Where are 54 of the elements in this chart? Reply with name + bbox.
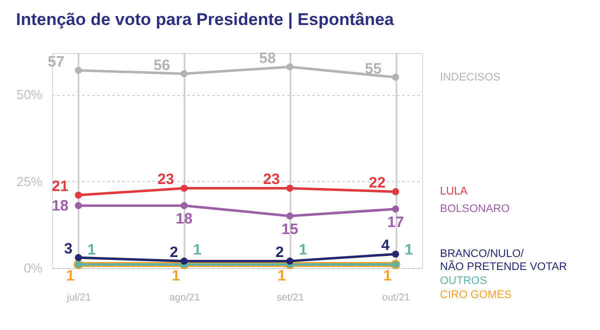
x-tick-label: jul/21 bbox=[66, 292, 92, 304]
point bbox=[180, 184, 188, 192]
text: LULA bbox=[440, 186, 468, 198]
data-label: 17 bbox=[387, 214, 404, 232]
point bbox=[180, 258, 188, 265]
data-label: 2 bbox=[276, 244, 284, 262]
data-label: 22 bbox=[368, 174, 386, 192]
point bbox=[392, 188, 400, 196]
point bbox=[392, 206, 400, 213]
y-tick-label: 50% bbox=[16, 87, 43, 102]
data-label: 23 bbox=[157, 171, 174, 188]
data-label: 23 bbox=[263, 171, 280, 188]
data-label: 1 bbox=[404, 242, 413, 259]
point bbox=[286, 184, 294, 192]
point bbox=[74, 254, 82, 262]
data-label: 2 bbox=[170, 244, 178, 262]
point bbox=[286, 63, 294, 70]
point bbox=[74, 202, 82, 210]
text: INDECISOS bbox=[440, 71, 501, 84]
data-label: 18 bbox=[52, 198, 68, 215]
point bbox=[180, 70, 188, 78]
point bbox=[74, 192, 82, 199]
data-label: 57 bbox=[48, 53, 64, 70]
data-label: 55 bbox=[364, 60, 382, 78]
x-tick-label: out/21 bbox=[382, 292, 410, 304]
text: BOLSONARO bbox=[440, 203, 510, 216]
data-label: 4 bbox=[381, 237, 390, 254]
data-label: 1 bbox=[172, 268, 180, 285]
data-label: 1 bbox=[383, 268, 392, 285]
point bbox=[74, 66, 82, 74]
data-label: 1 bbox=[66, 268, 74, 285]
data-label: 1 bbox=[87, 242, 96, 259]
y-tick-label: 25% bbox=[16, 174, 43, 189]
text: OUTROS bbox=[440, 275, 488, 288]
data-label: 15 bbox=[282, 220, 298, 238]
point bbox=[392, 74, 400, 81]
point bbox=[286, 258, 294, 265]
x-tick-label: set/21 bbox=[276, 292, 304, 304]
data-label: 56 bbox=[153, 56, 170, 74]
point bbox=[180, 202, 188, 210]
data-label: 18 bbox=[176, 210, 192, 228]
text: CIRO GOMES bbox=[440, 289, 512, 302]
data-label: 1 bbox=[298, 242, 308, 259]
data-label: 1 bbox=[278, 268, 286, 285]
x-tick-label: ago/21 bbox=[169, 292, 200, 304]
data-label: 1 bbox=[193, 242, 202, 259]
y-tick-label: 0% bbox=[24, 260, 43, 276]
point bbox=[286, 212, 294, 220]
data-label: 21 bbox=[52, 178, 68, 196]
chart-title: Intenção de voto para Presidente | Espontânea bbox=[16, 10, 394, 29]
point bbox=[392, 250, 400, 258]
data-label: 58 bbox=[259, 50, 276, 67]
text: BRANCO/NULO/ NÃO PRETENDE VOTAR bbox=[440, 248, 567, 274]
data-label: 3 bbox=[64, 240, 72, 258]
